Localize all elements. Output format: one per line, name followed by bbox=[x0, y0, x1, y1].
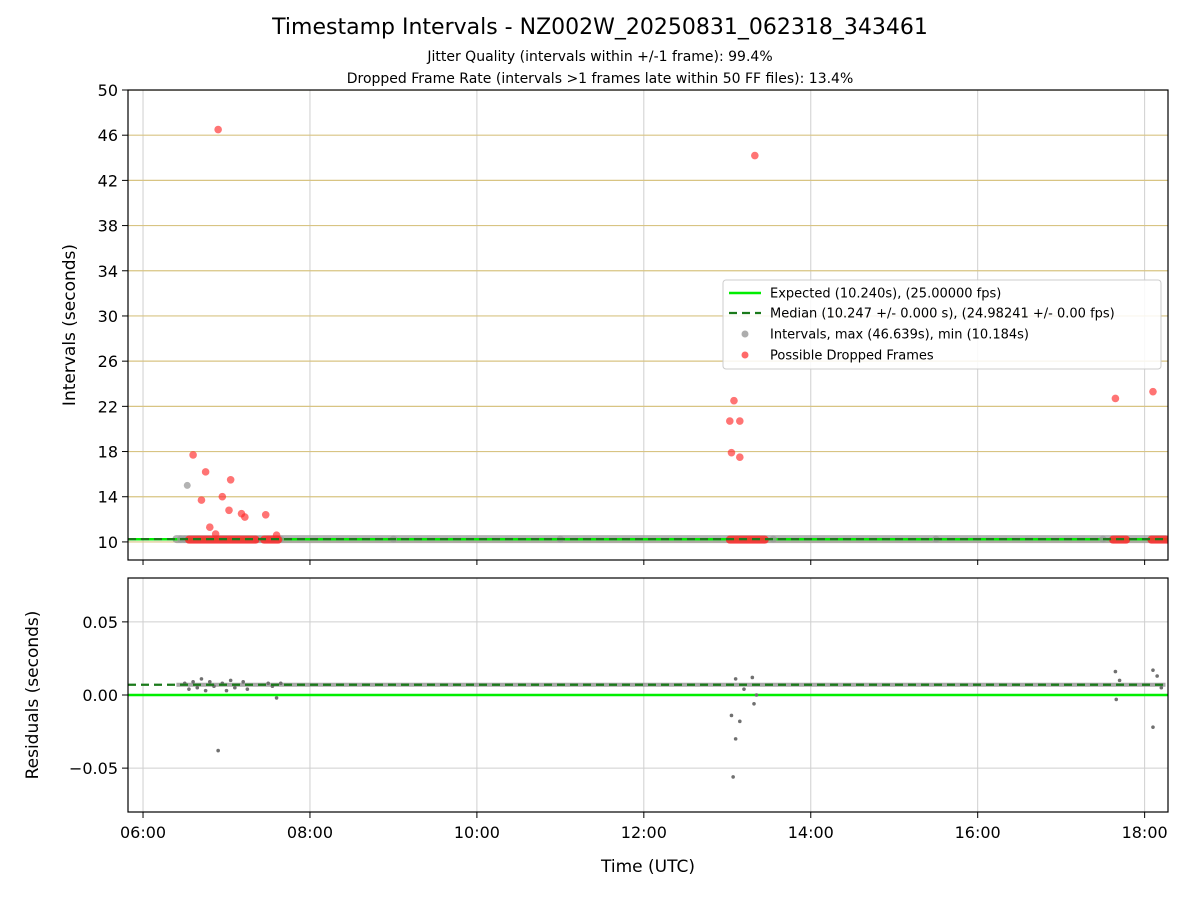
x-tick-label-06:00: 06:00 bbox=[120, 823, 166, 842]
dropped-point-15 bbox=[730, 396, 738, 405]
legend-label-2: Intervals, max (46.639s), min (10.184s) bbox=[770, 328, 1029, 343]
chart-subtitle-jitter: Jitter Quality (intervals within +/-1 fr… bbox=[427, 49, 773, 65]
interval-point-2 bbox=[183, 481, 191, 489]
residual-point-1 bbox=[187, 687, 191, 691]
top-ylabel: Intervals (seconds) bbox=[60, 244, 80, 406]
residual-point-34 bbox=[1159, 685, 1164, 690]
dropped-point-18 bbox=[751, 151, 759, 160]
residual-point-24 bbox=[742, 687, 746, 691]
top-ytick-label-46: 46 bbox=[98, 126, 118, 145]
residual-point-3 bbox=[195, 685, 200, 690]
dropped-point-8 bbox=[226, 475, 235, 484]
residual-point-2 bbox=[191, 680, 195, 684]
residual-point-10 bbox=[224, 688, 229, 693]
residual-point-5 bbox=[203, 688, 208, 693]
x-tick-label-10:00: 10:00 bbox=[454, 823, 500, 842]
top-ytick-label-22: 22 bbox=[98, 397, 118, 416]
residual-point-28 bbox=[1113, 669, 1118, 674]
x-tick-label-18:00: 18:00 bbox=[1122, 823, 1168, 842]
dropped-point-20 bbox=[1149, 387, 1157, 396]
top-ytick-label-38: 38 bbox=[98, 217, 118, 236]
residual-point-11 bbox=[228, 678, 233, 683]
residual-point-25 bbox=[750, 675, 755, 680]
top-ytick-label-42: 42 bbox=[98, 171, 118, 190]
residual-point-26 bbox=[752, 701, 756, 706]
top-plot-area bbox=[128, 90, 1168, 560]
dropped-point-16 bbox=[736, 453, 744, 461]
x-tick-label-12:00: 12:00 bbox=[621, 823, 667, 842]
dropped-point-0 bbox=[189, 451, 197, 459]
interval-point-10 bbox=[769, 535, 777, 543]
chart-subtitle-dropped: Dropped Frame Rate (intervals >1 frames … bbox=[346, 71, 854, 87]
dropped-point-13 bbox=[725, 417, 734, 425]
residual-point-12 bbox=[233, 685, 237, 690]
bottom-plot-area bbox=[128, 578, 1168, 812]
residual-point-31 bbox=[1151, 668, 1155, 672]
interval-point-12 bbox=[1099, 535, 1107, 543]
top-ytick-label-18: 18 bbox=[98, 443, 118, 462]
dropped-point-12 bbox=[272, 531, 281, 539]
residual-point-15 bbox=[266, 681, 271, 686]
residual-point-13 bbox=[241, 680, 245, 684]
dropped-point-10 bbox=[241, 513, 249, 521]
x-tick-label-14:00: 14:00 bbox=[788, 823, 834, 842]
dropped-point-4 bbox=[211, 530, 220, 538]
residual-point-29 bbox=[1114, 697, 1119, 702]
dropped-point-14 bbox=[727, 448, 736, 457]
dropped-point-17 bbox=[736, 417, 744, 425]
dropped-point-7 bbox=[225, 506, 233, 515]
top-axes-frame bbox=[127, 89, 1169, 561]
bot-ytick-label-0.05: 0.05 bbox=[82, 613, 118, 632]
dropped-point-6 bbox=[218, 492, 227, 501]
residual-point-17 bbox=[274, 696, 279, 700]
residual-point-27 bbox=[754, 693, 759, 697]
residual-point-19 bbox=[729, 713, 734, 718]
residual-point-8 bbox=[216, 748, 220, 753]
residual-point-33 bbox=[1155, 674, 1159, 678]
residual-point-14 bbox=[245, 687, 250, 691]
top-ytick-label-30: 30 bbox=[98, 307, 118, 326]
top-ytick-label-34: 34 bbox=[98, 262, 118, 281]
top-ytick-label-14: 14 bbox=[98, 488, 118, 507]
legend-label-3: Possible Dropped Frames bbox=[770, 349, 934, 364]
residual-point-30 bbox=[1117, 678, 1122, 683]
legend-box bbox=[722, 279, 1162, 370]
dropped-point-2 bbox=[201, 468, 210, 476]
dropped-point-19 bbox=[1111, 394, 1120, 403]
top-ytick-label-50: 50 bbox=[98, 81, 118, 100]
legend-label-0: Expected (10.240s), (25.00000 fps) bbox=[770, 287, 1001, 302]
residual-point-4 bbox=[199, 677, 204, 681]
legend-interval-swatch bbox=[741, 330, 749, 338]
bot-ytick-label-0.00: 0.00 bbox=[82, 686, 118, 705]
residual-point-22 bbox=[738, 719, 742, 724]
residual-point-32 bbox=[1151, 725, 1155, 729]
residual-point-6 bbox=[207, 680, 212, 684]
residual-point-20 bbox=[731, 775, 735, 779]
dropped-point-5 bbox=[214, 125, 222, 134]
legend-dropped-swatch bbox=[741, 351, 749, 359]
x-tick-label-08:00: 08:00 bbox=[287, 823, 333, 842]
residual-point-23 bbox=[733, 677, 738, 681]
chart-title: Timestamp Intervals - NZ002W_20250831_06… bbox=[272, 15, 928, 40]
residual-point-21 bbox=[733, 737, 738, 741]
dropped-point-11 bbox=[261, 511, 270, 519]
residual-point-18 bbox=[278, 681, 283, 686]
x-tick-label-16:00: 16:00 bbox=[955, 823, 1001, 842]
bottom-ylabel: Residuals (seconds) bbox=[23, 611, 43, 780]
bot-ytick-label-−0.05: −0.05 bbox=[69, 759, 118, 778]
top-ytick-label-10: 10 bbox=[98, 533, 118, 552]
top-ytick-label-26: 26 bbox=[98, 352, 118, 371]
dropped-point-1 bbox=[197, 496, 206, 504]
x-axis-label: Time (UTC) bbox=[600, 857, 695, 877]
dropped-point-3 bbox=[205, 523, 214, 532]
legend-label-1: Median (10.247 +/- 0.000 s), (24.98241 +… bbox=[770, 307, 1115, 322]
